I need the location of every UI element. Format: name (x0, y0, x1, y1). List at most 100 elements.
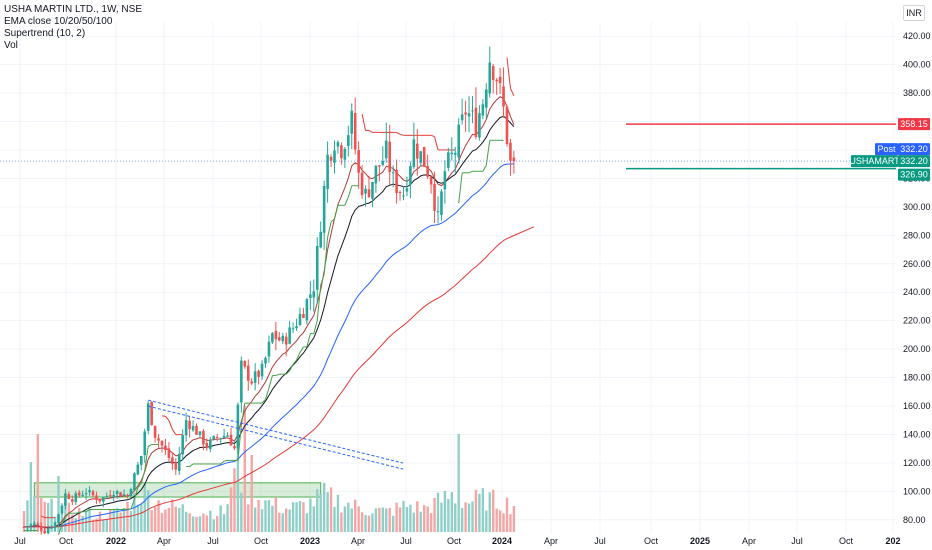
candle-body (57, 514, 60, 523)
supertrend-segment (482, 165, 487, 172)
supertrend-segment (313, 320, 318, 334)
supertrend-segment (399, 133, 404, 136)
symbol-label-tag-bg (851, 155, 898, 168)
volume-bar (360, 512, 364, 532)
candle-body (388, 141, 391, 173)
candle-body (95, 495, 98, 500)
volume-bar (209, 510, 212, 532)
candles (22, 46, 516, 535)
volume-bar (485, 510, 488, 532)
candle-body (336, 142, 340, 147)
volume-bar (471, 501, 474, 532)
volume-bar (305, 513, 309, 532)
legend-volume: Vol (4, 40, 18, 51)
volume-bar (302, 502, 305, 532)
candle-body (88, 490, 91, 493)
candle-body (315, 245, 319, 290)
trendline-edge (148, 405, 404, 470)
candle-body (512, 157, 516, 162)
candle-body (326, 154, 329, 190)
candle-body (360, 172, 364, 196)
candle-body (367, 189, 371, 198)
volume-bar (247, 504, 250, 532)
volume-bar (385, 508, 388, 532)
symbol-label-tag: USHAMART (849, 155, 900, 168)
candle-body (443, 171, 447, 190)
supertrend-segment (316, 285, 322, 321)
volume-bars (22, 406, 516, 532)
candle-body (91, 491, 95, 496)
volume-bar (205, 515, 209, 532)
candle-body (384, 140, 388, 159)
volume-bar (426, 506, 429, 532)
volume-bar (460, 508, 464, 532)
ema-50-line (24, 163, 514, 528)
candle-body (219, 438, 222, 440)
candle-body (160, 441, 164, 446)
candle-body (457, 124, 460, 158)
ema-100-line (24, 235, 515, 528)
supertrend-segment (147, 444, 152, 447)
candle-body (264, 357, 267, 364)
candle-body (81, 494, 84, 497)
volume-bar (464, 502, 467, 532)
volume-bar (278, 512, 281, 532)
candle-body (146, 403, 150, 431)
candle-body (105, 495, 109, 497)
volume-bar (84, 510, 88, 532)
candle-body (205, 442, 209, 448)
volume-bar (274, 497, 278, 532)
candle-body (460, 114, 464, 121)
supertrend-segment (265, 387, 270, 400)
supertrend-segment (330, 218, 335, 223)
x-tick-label: Apr (157, 536, 171, 546)
x-tick-label: Jul (594, 536, 606, 546)
candle-body (112, 494, 115, 498)
volume-bar (71, 514, 74, 532)
candle-body (498, 76, 502, 84)
volume-bar (243, 406, 246, 532)
candle-body (471, 110, 474, 112)
candle-body (309, 294, 312, 299)
volume-bar (202, 513, 205, 532)
candle-body (288, 327, 291, 344)
supertrend-segment (168, 420, 173, 430)
volume-bar (102, 519, 105, 532)
trendline[interactable] (148, 399, 404, 470)
x-tick-label: Jul (14, 536, 26, 546)
supertrend-segment (509, 88, 515, 96)
volume-bar (184, 511, 188, 532)
volume-bar (492, 489, 495, 532)
supertrend-segment (344, 197, 349, 206)
supertrend-segment (137, 482, 142, 488)
candle-body (419, 151, 423, 163)
volume-bar (316, 489, 319, 532)
candle-body (126, 495, 129, 497)
volume-bar (264, 500, 267, 532)
supertrend-segment (334, 205, 339, 219)
candle-body (195, 425, 198, 435)
volume-bar (319, 493, 322, 532)
candle-body (426, 166, 429, 177)
supertrend-segment (430, 134, 435, 138)
legend-supertrend: Supertrend (10, 2) (4, 28, 86, 39)
supertrend-segment (361, 114, 367, 131)
candle-body (108, 495, 112, 497)
candle-body (491, 65, 495, 80)
currency-button[interactable]: INR (903, 5, 925, 21)
post-value-tag-text: 332.20 (900, 144, 928, 154)
candle-body (416, 143, 419, 159)
candle-body (236, 404, 240, 449)
candle-body (77, 492, 81, 496)
candle-body (305, 299, 309, 321)
volume-bar (354, 499, 357, 532)
candle-body (198, 431, 202, 435)
x-tick-label: Oct (839, 536, 854, 546)
candle-body (495, 79, 498, 82)
volume-bar (98, 511, 102, 532)
candle-body (440, 191, 443, 215)
candle-body (177, 453, 181, 471)
candle-body (274, 330, 278, 340)
support-zone[interactable] (33, 482, 322, 498)
